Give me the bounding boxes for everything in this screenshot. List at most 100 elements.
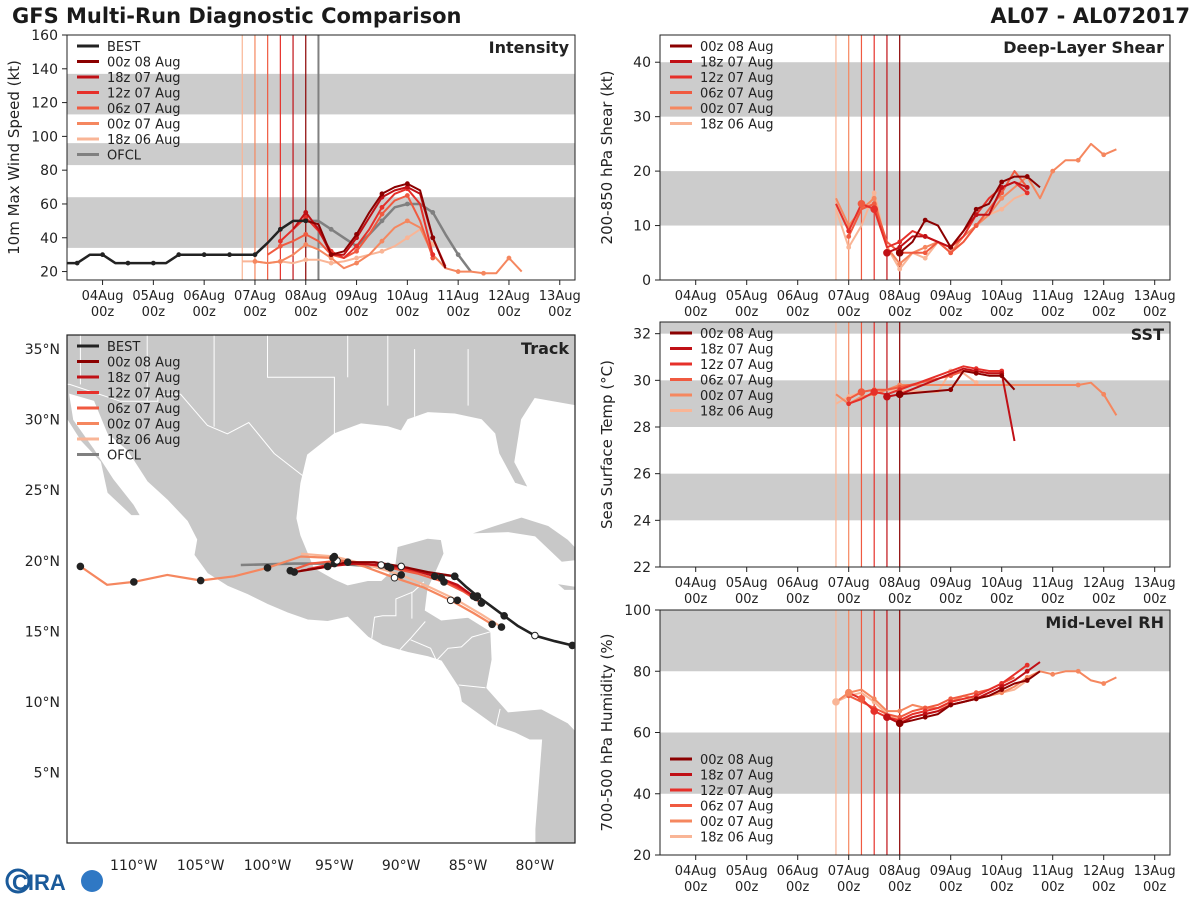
x-tick-label: 13Aug [539,289,581,304]
data-point [404,235,410,241]
legend-item: 12z 07 Aug [77,87,181,102]
data-point [973,380,979,386]
data-point [328,226,334,232]
track-point [397,571,406,579]
x-tick-label: 00z [837,880,861,895]
x-tick-label: 09Aug [930,289,972,304]
x-tick-label: 09Aug [336,289,378,304]
legend-label: 00z 07 Aug [107,118,181,133]
data-point [871,190,877,196]
init-marker [895,248,904,257]
x-tick-label: 00z [1092,305,1116,320]
track-point [196,576,205,585]
y-tick-label: 0 [642,273,651,289]
legend-item: 06z 07 Aug [670,374,774,389]
x-tick-label: 00z [192,305,216,320]
series-line-18z-06-Aug [835,191,1028,271]
legend-label: 00z 07 Aug [700,815,774,830]
legend-item: 06z 07 Aug [670,87,774,102]
landmass [554,582,575,591]
lat-tick-label: 20°N [25,554,60,570]
legend-item: 06z 07 Aug [670,800,774,815]
x-tick-label: 00z [1041,305,1065,320]
plot-frame [659,34,1171,281]
y-tick-label: 140 [31,62,58,78]
legend-item: 00z 08 Aug [77,356,181,371]
page-title: GFS Multi-Run Diagnostic Comparison [12,4,462,28]
data-point [354,231,359,237]
legend-item: 12z 07 Aug [670,784,774,799]
x-tick-label: 13Aug [1134,864,1176,879]
data-point [922,217,928,223]
track-point [286,566,295,575]
data-point [227,252,232,258]
data-point [871,696,877,702]
track-line-00z-08-Aug [294,561,455,578]
legend-label: 06z 07 Aug [700,800,774,815]
x-tick-label: 00z [888,305,912,320]
border-line [267,335,335,434]
panel-title: Intensity [489,38,570,57]
x-tick-label: 10Aug [981,576,1023,591]
x-tick-label: 04Aug [675,289,717,304]
rh-plot-area [660,610,1170,855]
init-marker [883,392,891,401]
init-marker [870,388,878,396]
legend-item: 12z 07 Aug [670,358,774,373]
data-point [922,250,928,256]
data-point [922,244,928,250]
legend-label: 12z 07 Aug [107,387,181,402]
data-point [922,234,928,239]
data-point [1075,157,1081,163]
x-tick-label: 00z [243,305,267,320]
legend-label: 06z 07 Aug [107,402,181,417]
track-point [500,612,508,620]
legend-item: 06z 07 Aug [77,102,181,117]
landmass [469,516,575,563]
x-tick-label: 00z [1092,592,1116,607]
data-point [948,250,954,256]
init-marker [870,205,878,214]
y-tick-label: 28 [633,420,651,436]
track-point [531,631,539,640]
data-point [897,244,903,250]
x-tick-label: 00z [142,305,166,320]
data-point [973,223,979,228]
legend-label: 18z 07 Aug [700,56,774,71]
legend-label: 12z 07 Aug [107,87,181,102]
x-tick-label: 13Aug [1134,576,1176,591]
init-marker [883,713,891,721]
x-tick-label: 00z [735,880,759,895]
sst-plot-area [660,322,1170,567]
threshold-band [660,322,1170,334]
series-line-12z-07-Aug [848,664,1028,722]
y-tick-label: 30 [633,110,651,126]
data-point [404,181,410,187]
panel-title: SST [1131,325,1164,344]
y-tick-label: 30 [633,373,651,389]
legend-label: 12z 07 Aug [700,784,774,799]
legend-item: BEST [77,340,140,355]
border-line [410,639,437,660]
legend-label: 18z 07 Aug [700,769,774,784]
data-point [1075,382,1081,388]
cira-logo-globe [81,870,103,892]
init-marker [883,248,891,257]
track-point [440,578,448,586]
data-point [1024,185,1030,190]
threshold-band [67,73,575,115]
init-marker [895,719,904,728]
track-point [568,641,575,650]
map-frame [66,334,576,844]
border-line [371,581,425,639]
x-tick-label: 00z [735,592,759,607]
lat-tick-label: 35°N [25,342,60,358]
data-point [354,260,359,266]
x-tick-label: 12Aug [1083,576,1125,591]
y-tick-label: 100 [31,129,58,145]
y-tick-label: 120 [31,96,58,112]
data-point [455,252,461,258]
x-tick-label: 00z [1143,592,1167,607]
